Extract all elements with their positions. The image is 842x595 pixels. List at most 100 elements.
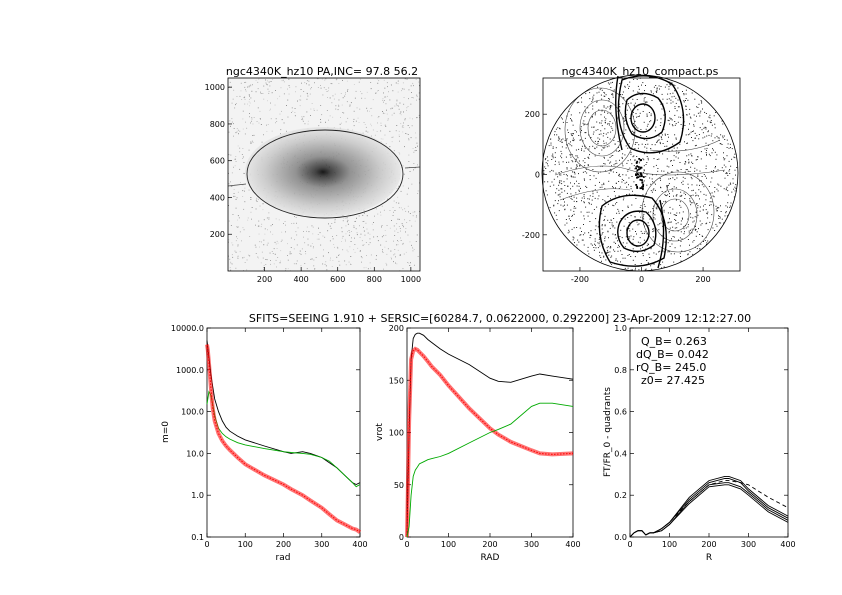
disc-point — [690, 166, 692, 168]
center-point — [640, 159, 642, 161]
disc-point — [638, 144, 640, 146]
disc-point — [708, 134, 710, 136]
disc-point — [690, 153, 692, 155]
disc-point — [594, 155, 596, 157]
disc-point — [600, 208, 601, 210]
disc-point — [649, 177, 651, 179]
center-point — [641, 179, 643, 181]
disc-point — [705, 128, 707, 130]
noise-pixel — [258, 122, 260, 124]
disc-point — [601, 125, 603, 127]
disc-point — [683, 226, 685, 228]
noise-pixel — [363, 220, 365, 222]
noise-pixel — [385, 234, 387, 236]
noise-pixel — [267, 242, 269, 244]
disc-point — [735, 188, 737, 190]
disc-point — [638, 88, 640, 90]
disc-point — [718, 207, 720, 209]
disc-point — [599, 237, 600, 239]
disc-point — [573, 210, 575, 212]
disc-point — [595, 129, 597, 131]
disc-point — [604, 200, 606, 202]
disc-point — [648, 253, 650, 255]
disc-point — [726, 155, 728, 157]
disc-point — [601, 186, 603, 188]
disc-point — [560, 174, 562, 176]
noise-pixel — [275, 90, 276, 91]
disc-point — [653, 263, 655, 265]
noise-pixel — [397, 196, 399, 198]
disc-point — [716, 135, 718, 137]
disc-point — [696, 194, 698, 196]
disc-point — [723, 135, 725, 137]
disc-point — [636, 221, 638, 223]
disc-point — [559, 174, 561, 176]
disc-point — [631, 130, 633, 132]
noise-pixel — [384, 113, 386, 114]
noise-pixel — [272, 224, 273, 225]
disc-point — [560, 180, 562, 182]
disc-point — [632, 156, 634, 158]
disc-point — [545, 162, 547, 164]
disc-point — [554, 200, 556, 202]
noise-pixel — [369, 238, 371, 240]
noise-pixel — [356, 232, 358, 234]
disc-point — [670, 160, 671, 162]
disc-point — [634, 256, 636, 258]
disc-point — [633, 132, 635, 133]
disc-point — [619, 106, 621, 108]
noise-pixel — [241, 99, 243, 100]
disc-point — [587, 246, 589, 248]
disc-point — [659, 223, 660, 225]
noise-pixel — [396, 125, 398, 126]
noise-pixel — [258, 257, 259, 259]
disc-point — [705, 237, 707, 239]
disc-point — [679, 252, 681, 254]
disc-point — [614, 250, 616, 252]
noise-pixel — [350, 256, 352, 257]
disc-point — [612, 226, 614, 228]
noise-pixel — [410, 137, 412, 139]
noise-pixel — [270, 81, 272, 82]
disc-point — [552, 155, 554, 157]
disc-point — [695, 225, 696, 227]
disc-point — [623, 197, 625, 199]
center-point — [635, 184, 638, 186]
disc-point — [592, 195, 594, 197]
noise-pixel — [263, 85, 265, 87]
disc-point — [552, 170, 554, 172]
noise-pixel — [364, 234, 366, 236]
disc-point — [680, 116, 682, 118]
disc-point — [601, 252, 603, 254]
disc-point — [561, 188, 563, 190]
disc-point — [570, 118, 571, 120]
disc-point — [584, 106, 586, 108]
noise-pixel — [387, 118, 389, 120]
disc-point — [707, 131, 709, 133]
noise-pixel — [394, 253, 396, 255]
disc-point — [617, 246, 619, 248]
noise-pixel — [318, 227, 319, 229]
noise-pixel — [362, 244, 364, 246]
noise-pixel — [363, 267, 365, 269]
disc-point — [705, 209, 707, 211]
disc-point — [636, 171, 638, 173]
disc-point — [635, 113, 637, 115]
disc-point — [641, 84, 642, 86]
noise-pixel — [317, 78, 319, 80]
chart-m0-y-tick-label: 10.0 — [186, 449, 204, 458]
noise-pixel — [393, 150, 395, 152]
disc-point — [663, 201, 665, 203]
noise-pixel — [280, 87, 282, 89]
disc-point — [682, 218, 683, 220]
noise-pixel — [330, 83, 332, 84]
disc-point — [592, 193, 594, 195]
disc-point — [641, 143, 643, 145]
disc-point — [685, 100, 686, 101]
disc-point — [667, 242, 669, 244]
disc-point — [720, 211, 722, 212]
noise-pixel — [412, 246, 413, 248]
disc-point — [558, 136, 560, 138]
disc-point — [618, 173, 620, 175]
disc-point — [595, 218, 597, 220]
